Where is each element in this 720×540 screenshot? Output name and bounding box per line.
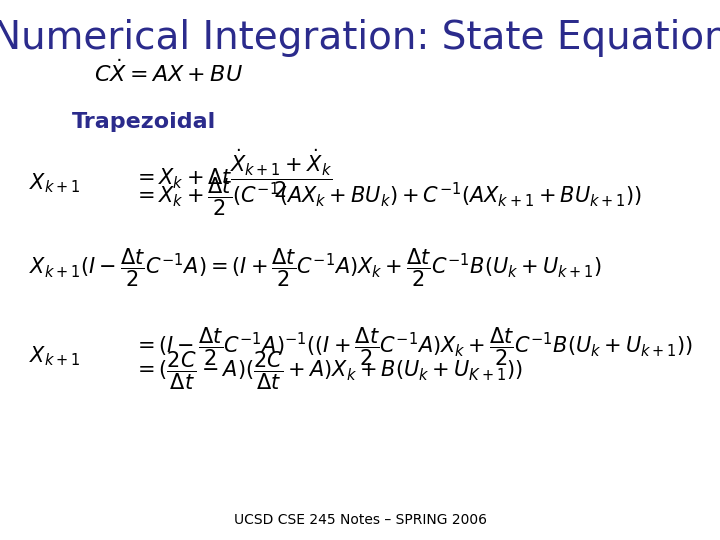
Text: Numerical Integration: State Equation: Numerical Integration: State Equation <box>0 19 720 57</box>
Text: Trapezoidal: Trapezoidal <box>72 111 216 132</box>
Text: $C\dot{X} = AX + BU$: $C\dot{X} = AX + BU$ <box>94 59 243 86</box>
Text: $= (\dfrac{2C}{\Delta t} - A)(\dfrac{2C}{\Delta t} + A)X_k + B(U_k + U_{K+1}))$: $= (\dfrac{2C}{\Delta t} - A)(\dfrac{2C}… <box>133 350 523 392</box>
Text: $= X_k + \dfrac{\Delta t}{2}(C^{-1}(AX_k + BU_k) + C^{-1}(AX_{k+1} + BU_{k+1}))$: $= X_k + \dfrac{\Delta t}{2}(C^{-1}(AX_k… <box>133 176 642 218</box>
Text: $X_{k+1}$: $X_{k+1}$ <box>29 172 80 195</box>
Text: $= X_k + \Delta t\dfrac{\dot{X}_{k+1}+\dot{X}_k}{2}$: $= X_k + \Delta t\dfrac{\dot{X}_{k+1}+\d… <box>133 147 333 200</box>
Text: $X_{k+1}$: $X_{k+1}$ <box>29 345 80 368</box>
Text: $= (I - \dfrac{\Delta t}{2}C^{-1}A)^{-1}((I + \dfrac{\Delta t}{2}C^{-1}A)X_k + \: $= (I - \dfrac{\Delta t}{2}C^{-1}A)^{-1}… <box>133 326 693 368</box>
Text: UCSD CSE 245 Notes – SPRING 2006: UCSD CSE 245 Notes – SPRING 2006 <box>233 512 487 526</box>
Text: $X_{k+1}(I - \dfrac{\Delta t}{2}C^{-1}A) = (I + \dfrac{\Delta t}{2}C^{-1}A)X_k +: $X_{k+1}(I - \dfrac{\Delta t}{2}C^{-1}A)… <box>29 246 602 288</box>
